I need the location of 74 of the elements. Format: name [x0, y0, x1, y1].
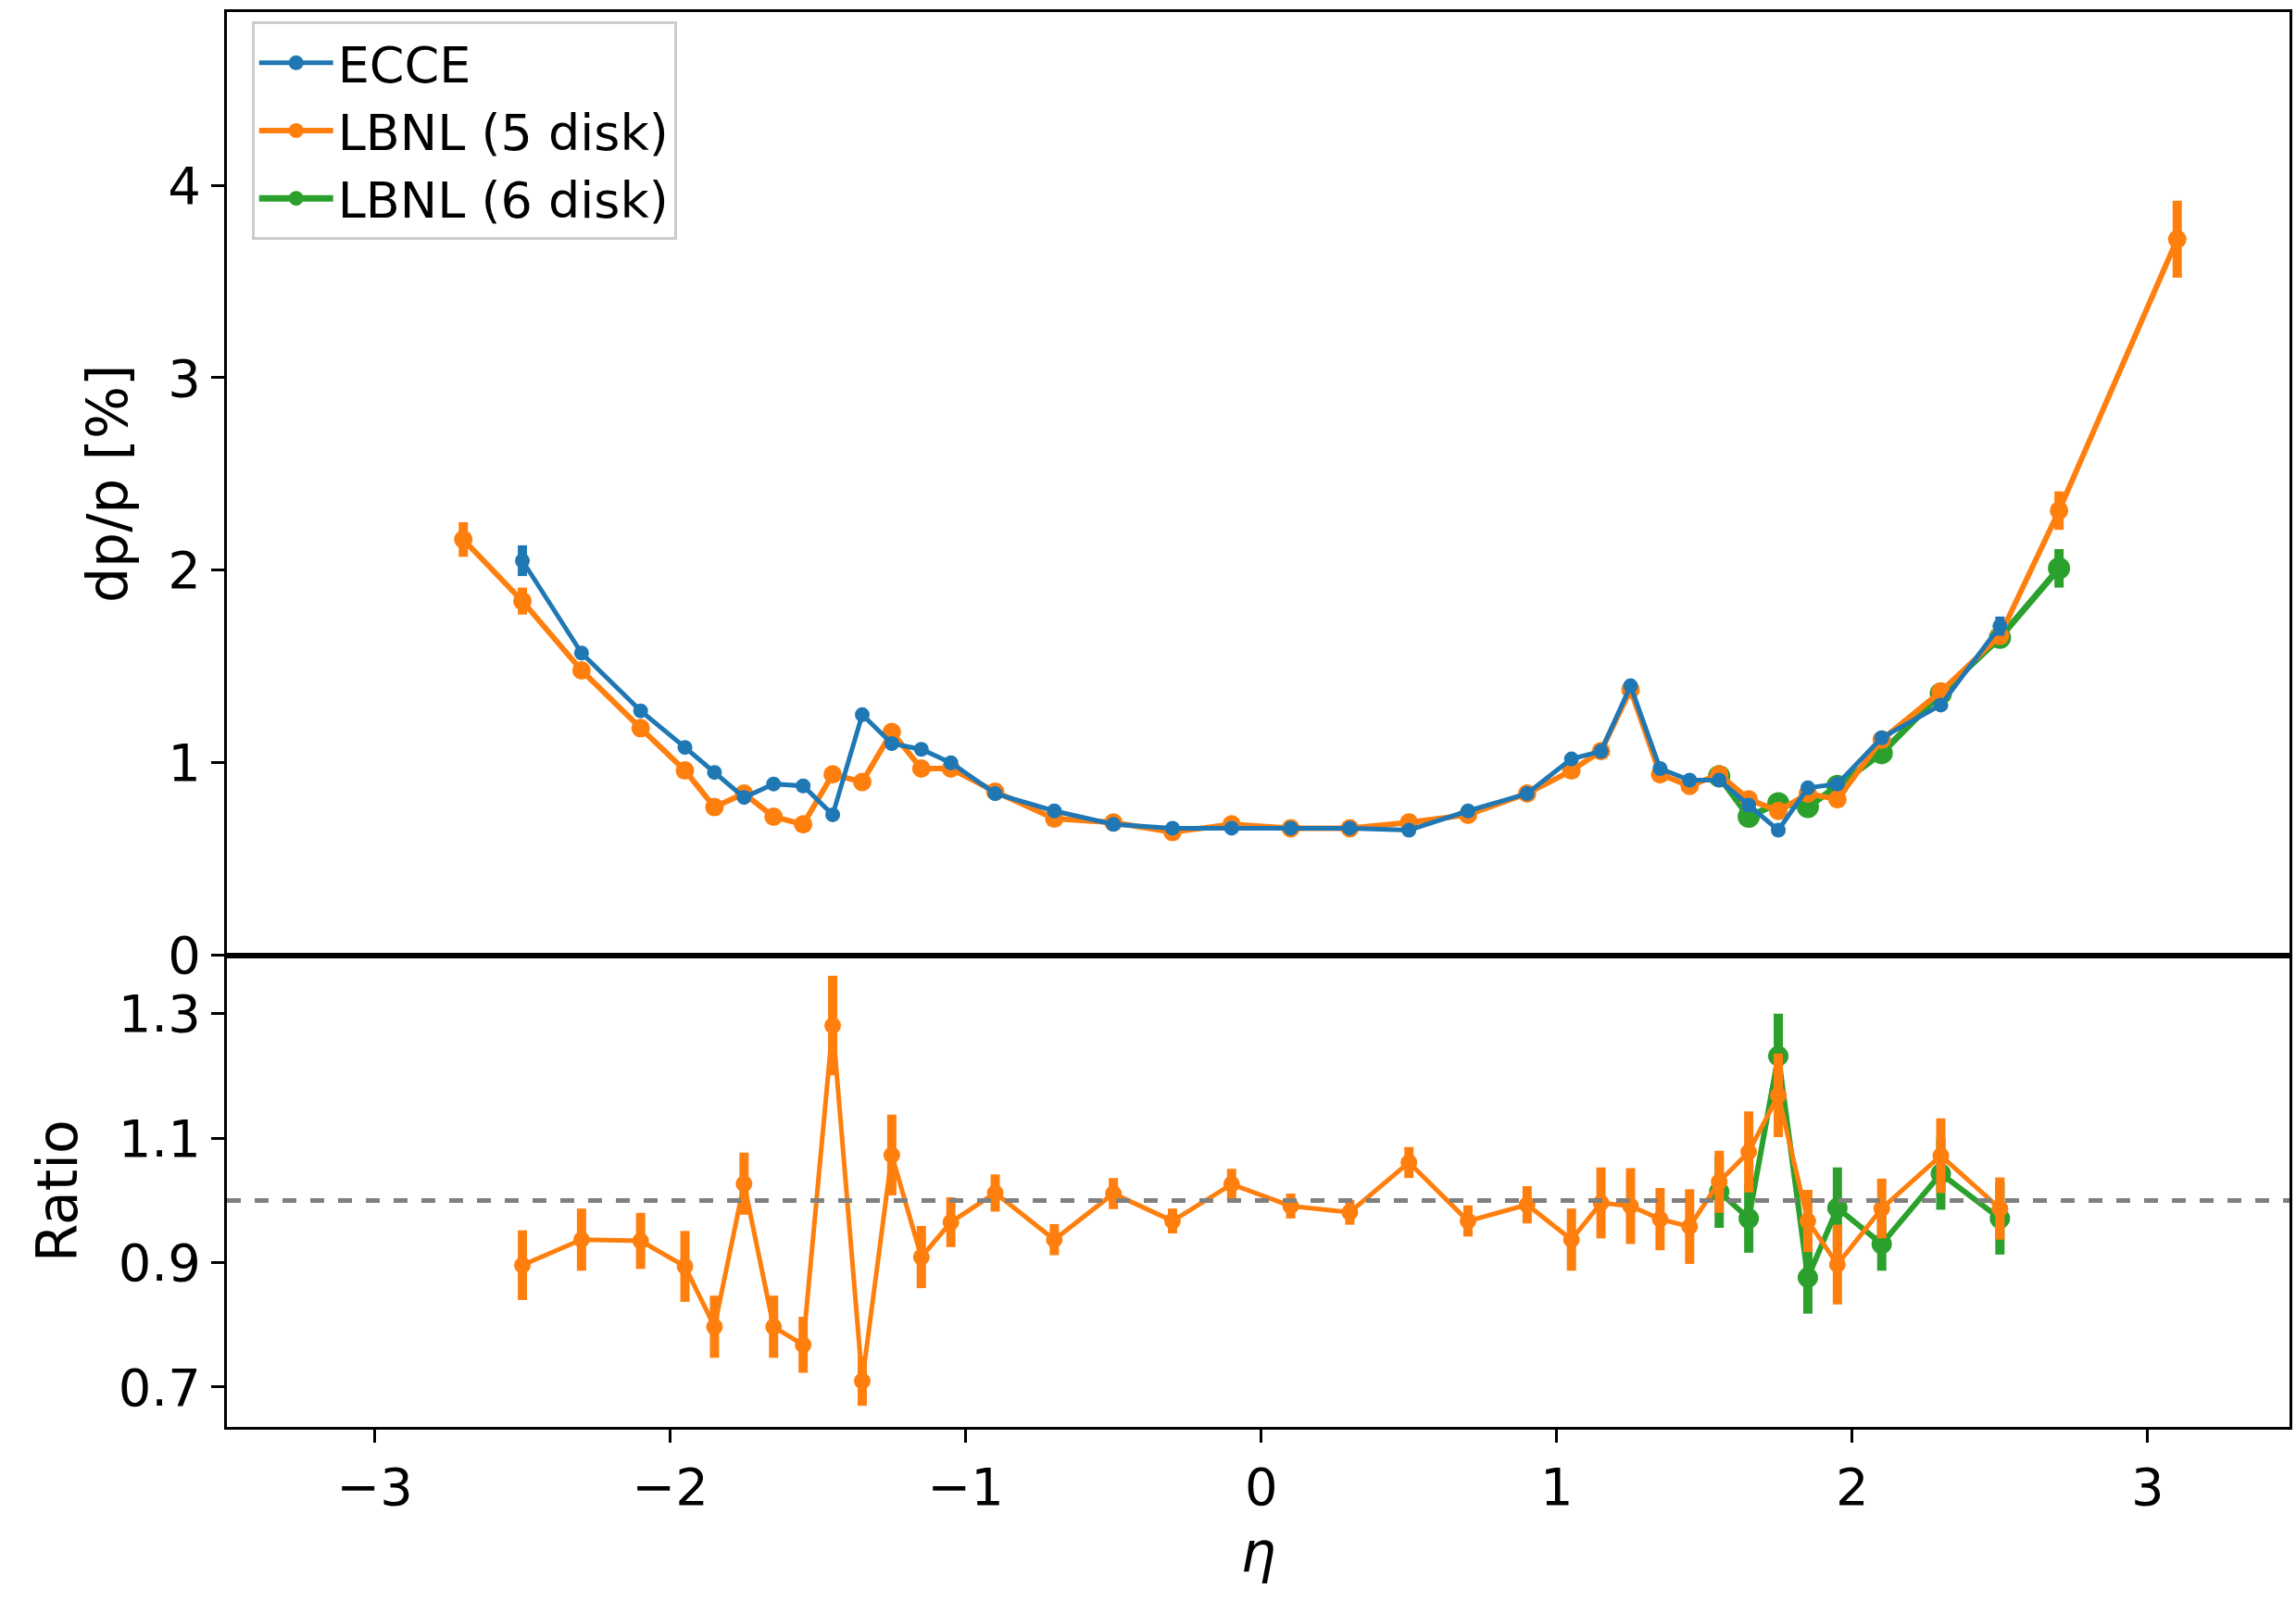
y-axis-title: Ratio	[25, 1119, 91, 1263]
x-tick-label: 2	[1835, 1457, 1869, 1518]
point	[1341, 1204, 1359, 1221]
point	[454, 530, 473, 549]
y-tick-label: 0.9	[118, 1232, 201, 1294]
y-tick-label: 0	[168, 925, 201, 986]
point	[794, 815, 813, 834]
y-tick-label: 2	[168, 540, 201, 601]
point	[795, 1336, 812, 1354]
legend-label: ECCE	[337, 35, 471, 94]
point	[884, 735, 899, 751]
point	[1681, 1218, 1699, 1235]
point	[1826, 1197, 1848, 1219]
x-tick-label: −1	[927, 1457, 1004, 1518]
point	[1769, 801, 1788, 820]
point	[823, 765, 843, 784]
point	[1046, 1231, 1063, 1248]
point	[1223, 1175, 1240, 1193]
y-tick-label: 1.1	[118, 1107, 201, 1169]
point	[514, 1257, 532, 1274]
point	[1770, 1086, 1788, 1104]
legend-label: LBNL (5 disk)	[337, 104, 669, 163]
point	[706, 1318, 723, 1335]
point	[735, 1175, 753, 1193]
legend-label: LBNL (6 disk)	[337, 171, 669, 231]
point	[632, 1232, 649, 1250]
point	[572, 1231, 590, 1248]
y-tick-label: 0.7	[118, 1357, 201, 1418]
point	[705, 797, 724, 817]
point	[1163, 1212, 1181, 1230]
point	[513, 592, 533, 611]
x-tick-label: 1	[1539, 1457, 1574, 1518]
point	[1797, 1267, 1818, 1288]
point	[675, 761, 695, 781]
point	[515, 553, 531, 569]
point	[1991, 1200, 2009, 1218]
point	[1738, 1207, 1760, 1229]
x-tick-label: 0	[1244, 1457, 1278, 1518]
y-tick-label: 3	[168, 347, 201, 408]
point	[2050, 501, 2069, 520]
point	[2167, 230, 2187, 249]
point	[1460, 1212, 1477, 1230]
y-tick-label: 1.3	[118, 983, 201, 1044]
point	[1873, 1200, 1890, 1218]
point	[883, 1146, 900, 1164]
point	[765, 1318, 783, 1335]
x-axis-title: η	[1240, 1519, 1276, 1584]
point	[1105, 1185, 1123, 1203]
y-tick-label: 1	[168, 732, 201, 794]
point	[2048, 557, 2071, 580]
point	[1651, 1210, 1669, 1228]
point	[764, 807, 784, 826]
y-axis-title: dp/p [%]	[74, 364, 140, 604]
point	[911, 759, 931, 778]
point	[912, 1248, 930, 1266]
point	[676, 1257, 694, 1275]
point	[631, 719, 650, 738]
x-tick-label: −3	[336, 1457, 413, 1518]
x-tick-label: −2	[632, 1457, 709, 1518]
point	[852, 772, 872, 792]
point	[1827, 790, 1847, 809]
point	[1740, 1144, 1758, 1160]
point	[942, 1213, 960, 1231]
point	[1799, 1212, 1816, 1230]
x-tick-label: 3	[2131, 1457, 2164, 1518]
point	[853, 1372, 871, 1390]
point	[571, 660, 591, 680]
y-tick-label: 4	[168, 155, 201, 216]
point	[824, 1017, 842, 1034]
point	[986, 1184, 1004, 1202]
point	[1518, 1196, 1536, 1214]
point	[1711, 1173, 1728, 1191]
point	[1400, 1154, 1418, 1171]
point	[1562, 1231, 1580, 1248]
